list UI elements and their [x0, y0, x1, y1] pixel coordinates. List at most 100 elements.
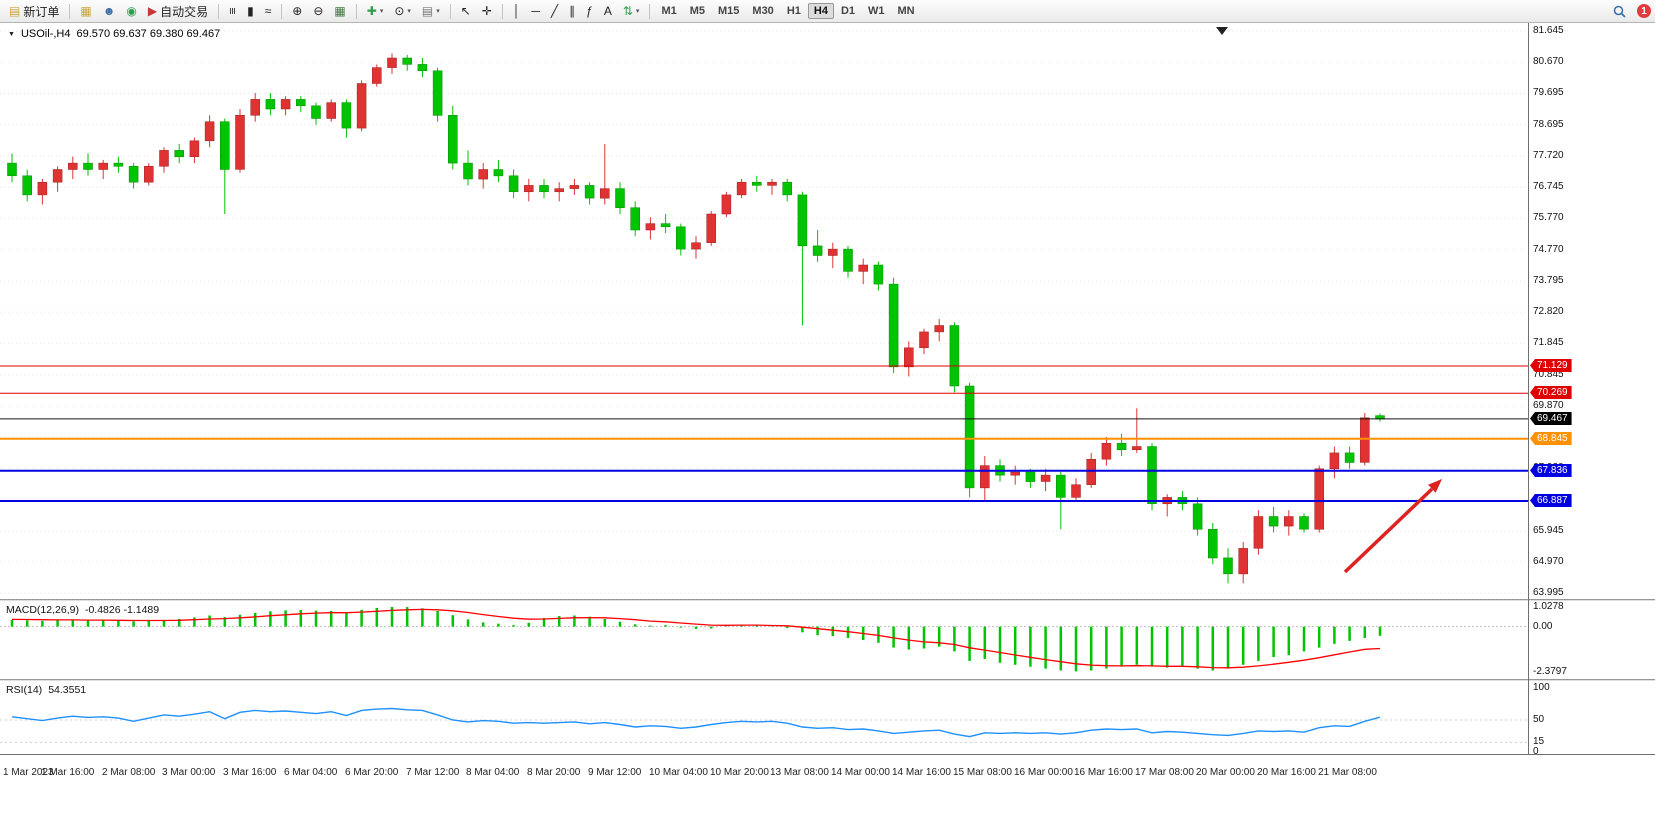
price-tag: 69.467 [1530, 412, 1572, 425]
market-watch-icon: ◉ [126, 4, 137, 18]
terminal-button[interactable]: ▦ [75, 1, 96, 22]
time-axis-label: 17 Mar 08:00 [1135, 767, 1194, 778]
ohlc-values-label: 69.570 69.637 69.380 69.467 [76, 28, 221, 40]
candlestick-icon: ▮ [247, 4, 254, 18]
new-chart-button[interactable]: ✚ ▾ [362, 1, 389, 22]
indicator-axis-label: 100 [1533, 682, 1550, 693]
price-axis-label: 72.820 [1533, 306, 1564, 317]
price-tag: 66.887 [1530, 494, 1572, 507]
panel-separator[interactable] [0, 679, 1655, 681]
line-chart-button[interactable]: ≈ [260, 1, 277, 22]
axis-border [1528, 23, 1529, 782]
timeframe-button-M30[interactable]: M30 [752, 5, 774, 17]
rsi-value: 54.3551 [48, 684, 87, 696]
toolbar-separator [501, 3, 503, 19]
vertical-line-button[interactable]: │ [508, 1, 526, 22]
templates-button[interactable]: ▤ ▾ [417, 1, 445, 22]
time-axis-label: 21 Mar 08:00 [1318, 767, 1377, 778]
timeframe-button-M1[interactable]: M1 [661, 5, 677, 17]
horizontal-line-icon: ─ [531, 4, 540, 18]
main-price-chart[interactable] [0, 23, 1528, 599]
timeframe-group: M1 M5 M15 M30 H1 H4 D1 W1 MN [655, 3, 920, 19]
trendline-icon: ╱ [550, 4, 559, 18]
indicator-axis-label: 1.0278 [1533, 601, 1564, 612]
price-axis-label: 79.695 [1533, 87, 1564, 98]
time-axis-label: 3 Mar 00:00 [162, 767, 216, 778]
new-order-button[interactable]: ▤ 新订单 [4, 1, 64, 22]
price-axis-label: 70.845 [1533, 369, 1564, 380]
autotrading-button[interactable]: ▶ 自动交易 [143, 1, 213, 22]
fibonacci-button[interactable]: ƒ [581, 1, 598, 22]
price-axis-label: 81.645 [1533, 25, 1564, 36]
autotrading-icon: ▶ [147, 4, 158, 18]
bar-chart-button[interactable]: ≡ [224, 1, 241, 22]
toolbar-separator [281, 3, 283, 19]
time-axis-label: 6 Mar 04:00 [284, 767, 338, 778]
timeframe-button-H1[interactable]: H1 [786, 5, 801, 17]
timeframe-button-D1[interactable]: D1 [840, 5, 855, 17]
macd-axis[interactable]: 1.0278 0.00 -2.3797 [1529, 601, 1655, 679]
candlestick-chart-button[interactable]: ▮ [242, 1, 259, 22]
zoom-in-icon: ⊕ [292, 4, 303, 18]
bar-chart-icon: ≡ [225, 7, 240, 15]
timeframe-button-H4[interactable]: H4 [807, 3, 834, 19]
time-axis-label: 20 Mar 16:00 [1257, 767, 1316, 778]
time-axis-label: 3 Mar 16:00 [223, 767, 277, 778]
time-axis-label: 15 Mar 08:00 [953, 767, 1012, 778]
channel-button[interactable]: ∥ [564, 1, 580, 22]
price-axis[interactable]: 81.645 80.670 79.695 78.695 77.720 76.745 75.7… [1529, 23, 1655, 599]
market-watch-button[interactable]: ◉ [121, 1, 141, 22]
price-axis-label: 65.945 [1533, 525, 1564, 536]
notification-badge[interactable]: 1 [1637, 4, 1651, 18]
timeframe-button-MN[interactable]: MN [897, 5, 915, 17]
search-icon [1613, 5, 1626, 18]
profiles-icon: ☻ [102, 4, 116, 18]
periods-icon: ⊙ [394, 4, 405, 18]
search-button[interactable] [1608, 1, 1631, 22]
zoom-out-button[interactable]: ⊖ [308, 1, 328, 22]
price-axis-label: 73.795 [1533, 275, 1564, 286]
price-axis-label: 63.995 [1533, 587, 1564, 598]
tile-windows-button[interactable]: ▦ [329, 1, 350, 22]
text-tool-button[interactable]: A [599, 1, 617, 22]
time-axis-label: 7 Mar 12:00 [406, 767, 460, 778]
price-tag: 70.269 [1530, 386, 1572, 399]
macd-panel[interactable] [0, 601, 1528, 679]
crosshair-button[interactable]: ✛ [477, 1, 497, 22]
horizontal-line-button[interactable]: ─ [526, 1, 545, 22]
periods-button[interactable]: ⊙ ▾ [389, 1, 416, 22]
toolbar-separator [69, 3, 71, 19]
line-chart-icon: ≈ [264, 4, 272, 18]
trend-arrow-annotation[interactable] [1343, 479, 1442, 574]
rsi-axis[interactable]: 100 50 15 0 [1529, 681, 1655, 757]
timeframe-button-W1[interactable]: W1 [868, 5, 885, 17]
time-axis-label: 16 Mar 16:00 [1074, 767, 1133, 778]
tile-windows-icon: ▦ [334, 4, 346, 18]
toolbar-separator [649, 3, 651, 19]
price-axis-label: 64.970 [1533, 556, 1564, 567]
profiles-button[interactable]: ☻ [98, 1, 121, 22]
symbol-period-label: USOil-,H4 [20, 28, 71, 40]
rsi-title: RSI(14) [6, 684, 43, 696]
chart-shift-marker[interactable] [1216, 27, 1228, 35]
time-axis[interactable]: 1 Mar 2023 1 Mar 16:00 2 Mar 08:00 3 Mar 00… [0, 754, 1655, 782]
arrows-icon: ⇅ [622, 4, 633, 18]
chevron-down-icon: ▾ [635, 7, 640, 15]
trendline-button[interactable]: ╱ [546, 1, 563, 22]
time-axis-label: 8 Mar 20:00 [527, 767, 581, 778]
timeframe-button-M15[interactable]: M15 [718, 5, 740, 17]
zoom-in-button[interactable]: ⊕ [287, 1, 307, 22]
panel-separator[interactable] [0, 599, 1655, 601]
timeframe-button-M5[interactable]: M5 [689, 5, 705, 17]
time-axis-label: 16 Mar 00:00 [1014, 767, 1073, 778]
text-tool-icon: A [603, 4, 612, 18]
cursor-button[interactable]: ↖ [456, 1, 476, 22]
one-click-trading-collapse-icon[interactable]: ▼ [8, 30, 15, 38]
autotrading-label: 自动交易 [160, 4, 209, 19]
time-axis-label: 13 Mar 08:00 [770, 767, 829, 778]
arrows-button[interactable]: ⇅ ▾ [618, 1, 645, 22]
price-tag: 68.845 [1530, 432, 1572, 445]
channel-icon: ∥ [569, 4, 576, 18]
rsi-panel[interactable] [0, 681, 1528, 754]
new-chart-icon: ✚ [366, 4, 377, 18]
